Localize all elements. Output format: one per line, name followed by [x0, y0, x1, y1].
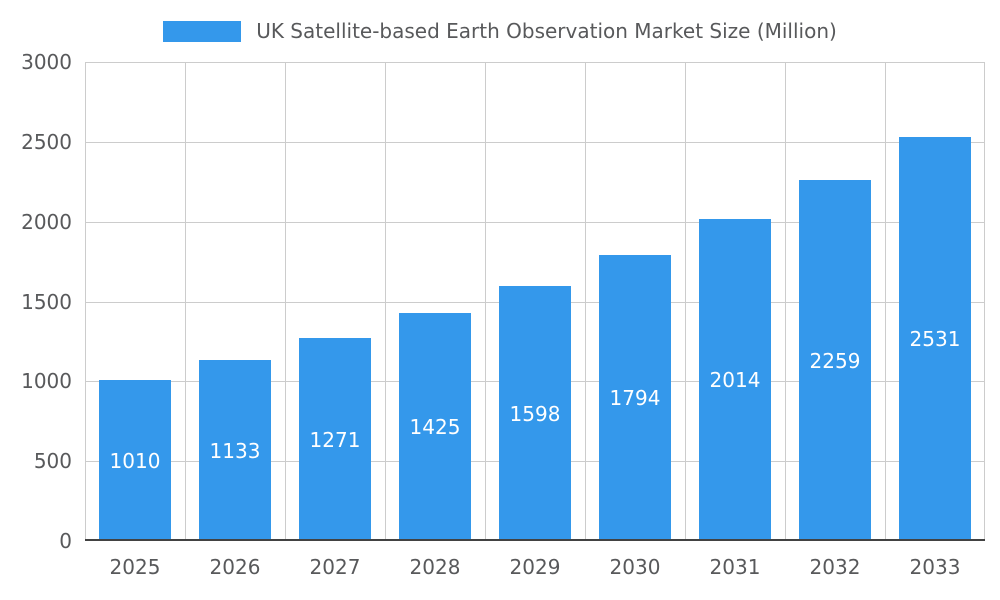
- plot-region: 0 500 1000 1500 2000 2500 3000 1010 1133 1271 142…: [0, 50, 1000, 553]
- bar-value-label: 2259: [809, 348, 861, 373]
- horizontal-gridline: [85, 141, 985, 143]
- bar-2031: 2014: [699, 219, 771, 541]
- vertical-gridline: [585, 62, 586, 541]
- horizontal-gridline: [85, 62, 985, 63]
- x-tick-label: 2028: [409, 555, 461, 579]
- y-tick-label: 3000: [21, 50, 72, 74]
- bar-value-label: 1271: [309, 427, 361, 452]
- vertical-gridline: [485, 62, 486, 541]
- bar-2027: 1271: [299, 338, 371, 541]
- x-tick-label: 2029: [509, 555, 561, 579]
- vertical-gridline: [685, 62, 686, 541]
- x-tick-label: 2026: [209, 555, 261, 579]
- y-axis: 0 500 1000 1500 2000 2500 3000: [0, 50, 72, 553]
- x-tick-label: 2031: [709, 555, 761, 579]
- bar-value-label: 2531: [909, 327, 961, 351]
- bar-value-label: 2014: [709, 368, 761, 392]
- bar-2033: 2531: [899, 137, 971, 541]
- x-axis: 2025 2026 2027 2028 2029 2030 2031 2032 2033: [85, 555, 985, 579]
- bar-2032: 2259: [799, 180, 871, 541]
- x-axis-line: [85, 539, 985, 541]
- bar-2029: 1598: [499, 286, 571, 541]
- y-tick-label: 2000: [21, 209, 72, 234]
- bar-value-label: 1425: [409, 415, 461, 439]
- vertical-gridline: [785, 62, 786, 541]
- bar-2028: 1425: [399, 313, 471, 541]
- legend[interactable]: UK Satellite-based Earth Observation Mar…: [0, 14, 1000, 48]
- x-tick-label: 2033: [909, 555, 961, 579]
- bar-value-label: 1598: [509, 401, 561, 426]
- bar-value-label: 1010: [109, 448, 161, 473]
- chart-title: UK Satellite-based Earth Observation Mar…: [256, 19, 837, 43]
- bar-value-label: 1133: [209, 438, 261, 463]
- y-tick-label: 500: [33, 449, 72, 474]
- legend-swatch[interactable]: [163, 20, 242, 42]
- vertical-gridline: [185, 62, 186, 541]
- vertical-gridline: [85, 62, 86, 541]
- bar-2026: 1133: [199, 360, 271, 541]
- bar-2030: 1794: [599, 255, 671, 541]
- y-tick-label: 1000: [21, 369, 72, 394]
- y-tick-label: 1500: [21, 289, 72, 314]
- bar-2025: 1010: [99, 380, 171, 541]
- plot-area: 1010 1133 1271 1425 1598 1794 2014 2259 2531: [85, 62, 985, 541]
- vertical-gridline: [385, 62, 386, 541]
- x-tick-label: 2027: [309, 555, 361, 579]
- x-tick-label: 2025: [109, 555, 161, 579]
- vertical-gridline: [885, 62, 886, 541]
- y-tick-label: 0: [59, 529, 72, 553]
- vertical-gridline: [285, 62, 286, 541]
- bar-value-label: 1794: [609, 386, 661, 410]
- y-tick-label: 2500: [21, 129, 72, 154]
- x-tick-label: 2030: [609, 555, 661, 579]
- vertical-gridline: [984, 62, 985, 541]
- horizontal-gridline: [85, 221, 985, 223]
- x-tick-label: 2032: [809, 555, 861, 579]
